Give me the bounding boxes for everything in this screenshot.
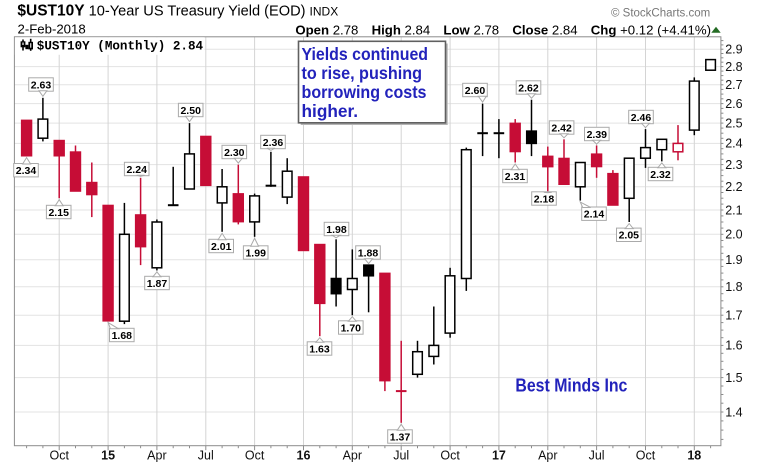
svg-text:1.99: 1.99: [245, 247, 266, 259]
svg-text:2.14: 2.14: [584, 209, 605, 221]
svg-text:Apr: Apr: [538, 449, 557, 463]
svg-text:2.3: 2.3: [725, 158, 742, 172]
svg-text:Oct: Oct: [636, 449, 656, 463]
svg-text:to rise, pushing: to rise, pushing: [302, 63, 423, 83]
svg-text:1.6: 1.6: [725, 339, 742, 353]
svg-text:2-Feb-2018: 2-Feb-2018: [18, 22, 86, 37]
svg-text:© StockCharts.com: © StockCharts.com: [611, 7, 710, 19]
svg-text:higher.: higher.: [302, 101, 359, 121]
svg-text:$UST10Y (Monthly) 2.84: $UST10Y (Monthly) 2.84: [37, 40, 204, 54]
svg-text:2.7: 2.7: [725, 78, 742, 92]
svg-text:Oct: Oct: [440, 449, 460, 463]
svg-text:2.24: 2.24: [126, 164, 147, 176]
svg-text:1.98: 1.98: [326, 224, 347, 236]
svg-text:2.50: 2.50: [180, 105, 201, 117]
svg-text:2.15: 2.15: [48, 207, 69, 219]
svg-text:2.46: 2.46: [631, 112, 652, 124]
svg-text:2.0: 2.0: [725, 228, 742, 242]
svg-text:1.8: 1.8: [725, 280, 742, 294]
svg-text:2.32: 2.32: [650, 169, 671, 181]
svg-text:1.88: 1.88: [358, 247, 379, 259]
svg-text:1.87: 1.87: [147, 278, 168, 290]
svg-text:2.30: 2.30: [224, 147, 245, 159]
svg-text:2.4: 2.4: [725, 137, 742, 151]
svg-text:2.34: 2.34: [16, 165, 37, 177]
svg-text:Oct: Oct: [245, 449, 265, 463]
svg-text:Apr: Apr: [343, 449, 362, 463]
svg-text:Best Minds Inc: Best Minds Inc: [515, 375, 627, 396]
svg-text:1.70: 1.70: [341, 322, 362, 334]
svg-text:1.4: 1.4: [725, 405, 742, 419]
svg-text:2.60: 2.60: [465, 85, 486, 97]
svg-text:1.9: 1.9: [725, 253, 742, 267]
svg-text:2.31: 2.31: [505, 171, 526, 183]
svg-text:2.9: 2.9: [725, 43, 742, 57]
svg-text:2.05: 2.05: [619, 230, 640, 242]
svg-text:1.7: 1.7: [725, 309, 742, 323]
svg-text:2.5: 2.5: [725, 116, 742, 130]
svg-text:Oct: Oct: [49, 449, 69, 463]
svg-text:2.39: 2.39: [587, 129, 608, 141]
svg-text:Open 2.78 High 2.84 Low 2.78 C: Open 2.78 High 2.84 Low 2.78 Close 2.84 …: [295, 22, 711, 37]
svg-text:Apr: Apr: [147, 449, 166, 463]
svg-text:2.62: 2.62: [518, 82, 539, 94]
svg-text:1.37: 1.37: [390, 431, 411, 443]
svg-text:17: 17: [492, 449, 506, 463]
svg-text:2.1: 2.1: [725, 203, 742, 217]
svg-text:Jul: Jul: [393, 449, 409, 463]
svg-text:2.36: 2.36: [263, 137, 284, 149]
svg-text:2.63: 2.63: [31, 79, 52, 91]
svg-text:15: 15: [101, 449, 115, 463]
svg-text:16: 16: [297, 449, 311, 463]
svg-text:2.2: 2.2: [725, 180, 742, 194]
svg-text:1.68: 1.68: [112, 330, 133, 342]
svg-text:1.5: 1.5: [725, 371, 742, 385]
svg-text:2.42: 2.42: [551, 122, 572, 134]
svg-text:$UST10Y 10-Year US Treasury Yi: $UST10Y 10-Year US Treasury Yield (EOD) …: [17, 2, 338, 19]
svg-text:2.6: 2.6: [725, 97, 742, 111]
svg-text:18: 18: [687, 449, 701, 463]
svg-text:2.18: 2.18: [534, 193, 555, 205]
svg-text:2.8: 2.8: [725, 60, 742, 74]
svg-text:Jul: Jul: [198, 449, 214, 463]
svg-text:Yields continued: Yields continued: [302, 44, 429, 64]
svg-text:1.63: 1.63: [309, 343, 330, 355]
svg-text:borrowing costs: borrowing costs: [302, 82, 427, 102]
svg-text:2.01: 2.01: [211, 241, 232, 253]
svg-text:Jul: Jul: [589, 449, 605, 463]
